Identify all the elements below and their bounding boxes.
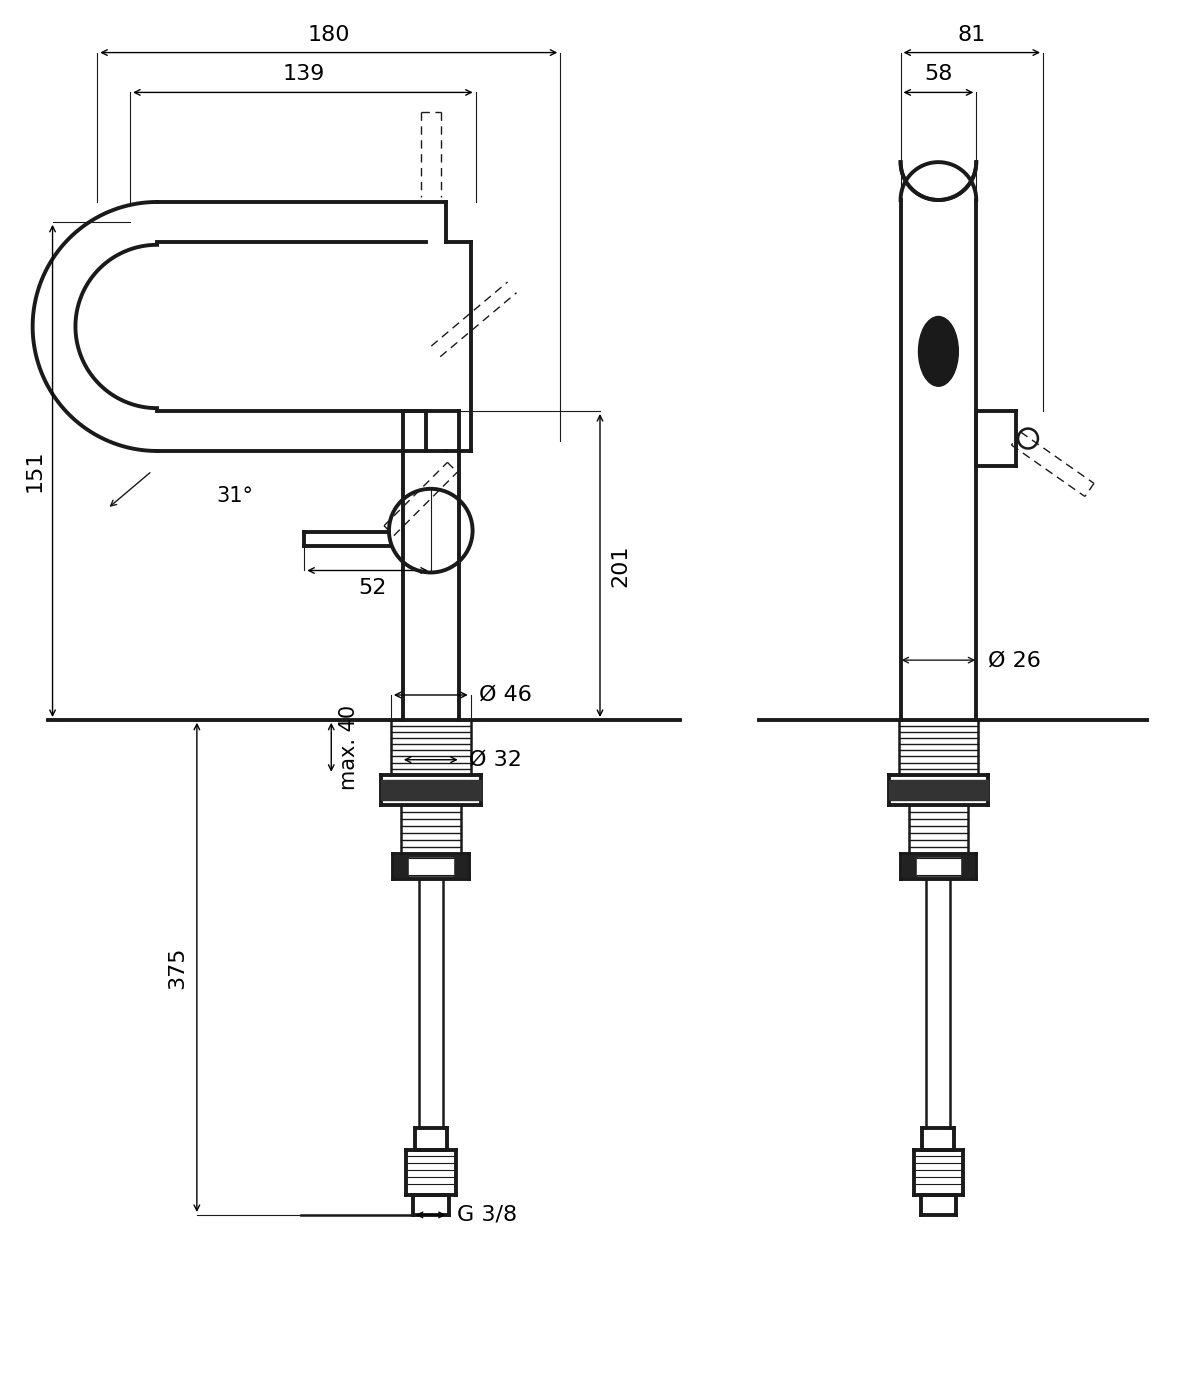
Text: 31°: 31° [217,486,254,506]
Bar [916,858,961,875]
Bar [902,857,974,878]
Text: 151: 151 [25,450,44,492]
Text: Ø 26: Ø 26 [988,650,1041,669]
Text: 201: 201 [610,544,630,586]
Text: Ø 32: Ø 32 [468,750,521,770]
Text: G 3/8: G 3/8 [456,1204,516,1225]
Text: 58: 58 [924,64,952,85]
Text: 180: 180 [308,25,351,44]
Text: 139: 139 [283,64,325,85]
Text: 375: 375 [167,946,187,989]
Bar [395,857,466,878]
Text: 81: 81 [957,25,986,44]
Text: max. 40: max. 40 [339,704,359,790]
Text: Ø 46: Ø 46 [478,685,532,706]
Text: 52: 52 [358,578,387,599]
Bar [381,779,480,800]
Ellipse shape [919,317,958,386]
Bar [409,858,453,875]
Bar [889,779,988,800]
